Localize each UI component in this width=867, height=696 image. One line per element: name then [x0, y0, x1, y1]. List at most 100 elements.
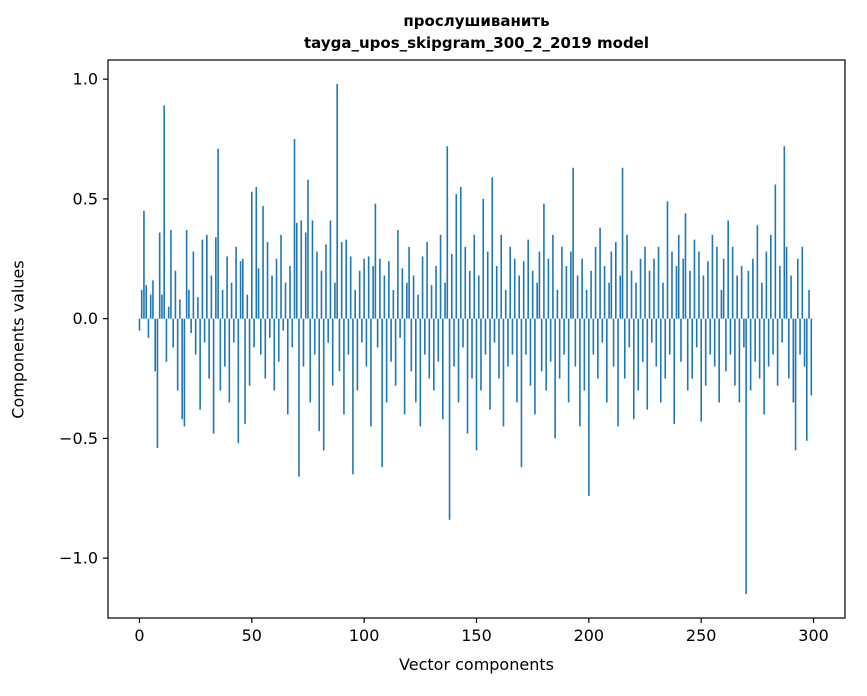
bar — [437, 318, 440, 362]
bar — [354, 289, 356, 319]
bar — [212, 318, 215, 434]
bar — [406, 282, 408, 319]
bar — [228, 318, 231, 403]
bar — [504, 289, 507, 319]
bar — [509, 246, 511, 319]
bar — [765, 251, 768, 319]
bar — [547, 258, 550, 319]
bar — [365, 318, 368, 367]
bar — [219, 318, 222, 391]
bar — [379, 258, 381, 319]
bar — [734, 318, 736, 386]
bar — [246, 294, 249, 319]
bar — [259, 318, 262, 355]
bar — [271, 275, 273, 319]
bar — [433, 318, 435, 391]
bar — [199, 318, 201, 410]
bar — [442, 318, 444, 420]
bar — [336, 83, 338, 319]
bar — [417, 294, 419, 319]
bar — [756, 225, 759, 319]
bar — [592, 318, 595, 355]
bar — [774, 184, 777, 319]
bar — [255, 186, 258, 319]
bar — [702, 275, 705, 319]
bar — [363, 258, 365, 319]
bar — [648, 270, 651, 319]
bar — [650, 318, 653, 343]
bar — [397, 230, 399, 319]
bar — [289, 265, 291, 319]
bar — [563, 318, 565, 355]
bar — [684, 213, 687, 319]
bar — [235, 246, 237, 319]
x-tick-label: 300 — [798, 626, 829, 645]
bar — [399, 318, 401, 338]
bar — [419, 318, 422, 427]
bar — [426, 242, 428, 319]
bar — [385, 318, 388, 403]
bar — [230, 282, 233, 319]
bar — [691, 318, 694, 379]
bar — [300, 220, 303, 319]
bar — [752, 258, 754, 319]
bar — [277, 318, 280, 362]
bar — [491, 177, 494, 319]
bar — [185, 230, 188, 319]
bar — [275, 258, 278, 319]
bar — [435, 265, 437, 319]
bar — [190, 318, 192, 334]
bar — [410, 318, 413, 372]
bar — [311, 220, 314, 319]
bar — [522, 261, 525, 319]
bar — [264, 318, 267, 379]
bar — [174, 270, 177, 319]
bar — [673, 318, 676, 425]
bar — [783, 146, 786, 319]
bar — [188, 289, 190, 319]
bar — [749, 318, 752, 391]
bar — [579, 318, 581, 427]
bar — [612, 318, 615, 367]
bar — [513, 258, 516, 319]
bar — [785, 246, 788, 319]
bar — [707, 261, 709, 319]
bar — [179, 299, 181, 319]
bar — [215, 237, 217, 319]
bar — [574, 318, 577, 367]
bar — [424, 318, 426, 355]
bar — [615, 242, 617, 319]
bar — [646, 318, 649, 410]
bar — [493, 318, 496, 343]
bar — [154, 318, 156, 372]
bar — [340, 242, 343, 319]
bar — [743, 318, 745, 348]
bar — [639, 258, 642, 319]
bar — [511, 318, 514, 355]
bar — [527, 239, 529, 319]
bar — [307, 179, 309, 319]
bar — [482, 198, 485, 319]
bar — [693, 239, 696, 319]
bar — [273, 318, 276, 391]
bar — [632, 318, 635, 420]
bar — [736, 275, 738, 319]
chart-title: прослушиванить tayga_upos_skipgram_300_2… — [108, 10, 845, 54]
x-tick-label: 50 — [242, 626, 262, 645]
bar — [792, 318, 795, 403]
bar — [617, 318, 619, 427]
bar — [597, 318, 599, 379]
bar — [430, 285, 433, 319]
bar — [484, 318, 487, 355]
bar — [583, 318, 586, 391]
bar — [331, 318, 334, 386]
bar — [711, 234, 714, 319]
bar — [280, 234, 282, 319]
bar — [172, 318, 174, 348]
bar — [641, 318, 644, 362]
bar — [143, 210, 145, 319]
bar — [286, 318, 289, 415]
bar — [500, 234, 503, 319]
bar — [390, 318, 392, 362]
